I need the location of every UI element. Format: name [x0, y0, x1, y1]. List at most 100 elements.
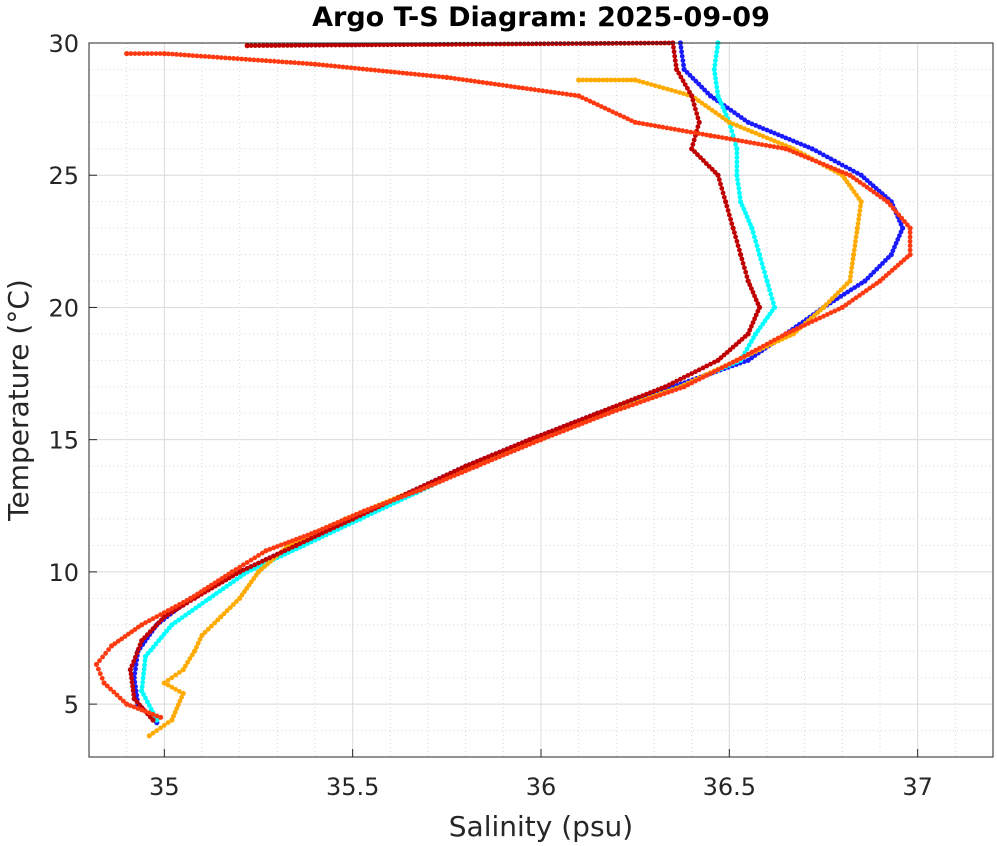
- series-dot: [177, 670, 182, 675]
- series-dot: [735, 138, 741, 143]
- series-dot: [392, 69, 398, 75]
- series-dot: [186, 610, 192, 616]
- series-dot: [316, 532, 322, 538]
- series-dot: [734, 159, 740, 165]
- series-dot: [684, 129, 690, 134]
- series-dot: [161, 610, 167, 615]
- series-dot: [779, 141, 785, 147]
- series-dot: [129, 679, 135, 685]
- series-dot: [769, 296, 775, 301]
- series-dot: [493, 455, 499, 461]
- series-dot: [787, 137, 792, 142]
- series-dot: [693, 78, 699, 84]
- data-point: [244, 43, 250, 49]
- series-dot: [140, 675, 146, 681]
- y-tick-label: 15: [48, 427, 79, 455]
- series-dot: [794, 151, 800, 156]
- series-dot: [165, 682, 171, 688]
- series-dot: [292, 60, 297, 66]
- series-dot: [429, 482, 435, 488]
- series-dot: [703, 103, 708, 108]
- series-dot: [708, 371, 713, 376]
- data-point: [783, 331, 789, 337]
- series-dot: [664, 125, 670, 131]
- series-dot: [286, 550, 291, 555]
- series-dot: [772, 130, 777, 136]
- series-dot: [602, 412, 608, 418]
- series-dot: [626, 403, 631, 409]
- series-dot: [169, 675, 175, 681]
- series-dot: [531, 435, 536, 441]
- series-dot: [685, 382, 691, 388]
- series-dot: [591, 412, 597, 418]
- series-dot: [574, 41, 579, 46]
- series-dot: [759, 261, 765, 266]
- series-dot: [143, 695, 148, 701]
- series-dot: [733, 234, 738, 240]
- series-dot: [180, 600, 186, 605]
- series-dot: [765, 283, 771, 288]
- series-dot: [259, 58, 265, 63]
- series-dot: [798, 152, 804, 158]
- series-dot: [234, 576, 240, 582]
- series-dot: [339, 518, 344, 524]
- series-dot: [482, 460, 487, 466]
- series-dot: [752, 316, 757, 322]
- series-dot: [713, 53, 719, 59]
- data-point: [229, 569, 235, 575]
- series-dot: [699, 100, 705, 106]
- series-dot: [572, 424, 578, 429]
- series-dot: [701, 158, 706, 163]
- series-dot: [396, 70, 402, 75]
- series-dot: [235, 56, 241, 62]
- series-dot: [492, 81, 498, 87]
- series-dot: [734, 168, 740, 174]
- series-dot: [112, 641, 118, 646]
- data-point: [847, 278, 853, 284]
- series-dot: [532, 87, 538, 93]
- chart-title: Argo T-S Diagram: 2025-09-09: [312, 2, 770, 33]
- data-point: [674, 66, 680, 72]
- series-dot: [700, 365, 706, 371]
- series-dot: [737, 194, 743, 200]
- series-dot: [354, 511, 359, 517]
- series-dot: [384, 504, 389, 510]
- series-dot: [907, 243, 913, 249]
- series-dot: [848, 269, 854, 275]
- series-dot: [132, 51, 138, 56]
- series-dot: [234, 599, 239, 604]
- series-dot: [583, 415, 589, 420]
- series-dot: [832, 158, 838, 164]
- series-dot: [117, 695, 123, 701]
- series-dot: [727, 136, 733, 142]
- series-dot: [549, 428, 555, 434]
- series-dot: [676, 70, 682, 76]
- series-dot: [305, 42, 310, 48]
- series-dot: [194, 53, 200, 59]
- series-dot: [741, 206, 747, 212]
- series-dot: [485, 459, 491, 464]
- series-dot: [268, 43, 274, 48]
- series-dot: [444, 476, 450, 482]
- series-dot: [333, 42, 338, 48]
- series-dot: [215, 578, 221, 584]
- series-dot: [709, 166, 715, 172]
- series-dot: [329, 42, 334, 48]
- series-dot: [248, 557, 254, 563]
- series-dot: [436, 74, 442, 79]
- series-dot: [625, 116, 630, 122]
- series-dot: [202, 587, 207, 592]
- series-dot: [271, 545, 276, 551]
- series-dot: [150, 616, 156, 622]
- series-dot: [320, 530, 325, 536]
- series-dot: [320, 62, 326, 68]
- series-dot: [755, 247, 761, 253]
- series-dot: [305, 532, 310, 538]
- series-dot: [752, 234, 757, 240]
- series-dot: [153, 641, 159, 647]
- series-dot: [734, 123, 740, 128]
- series-dot: [695, 115, 701, 121]
- series-dot: [685, 85, 690, 91]
- data-point: [681, 66, 687, 72]
- series-dot: [552, 90, 558, 95]
